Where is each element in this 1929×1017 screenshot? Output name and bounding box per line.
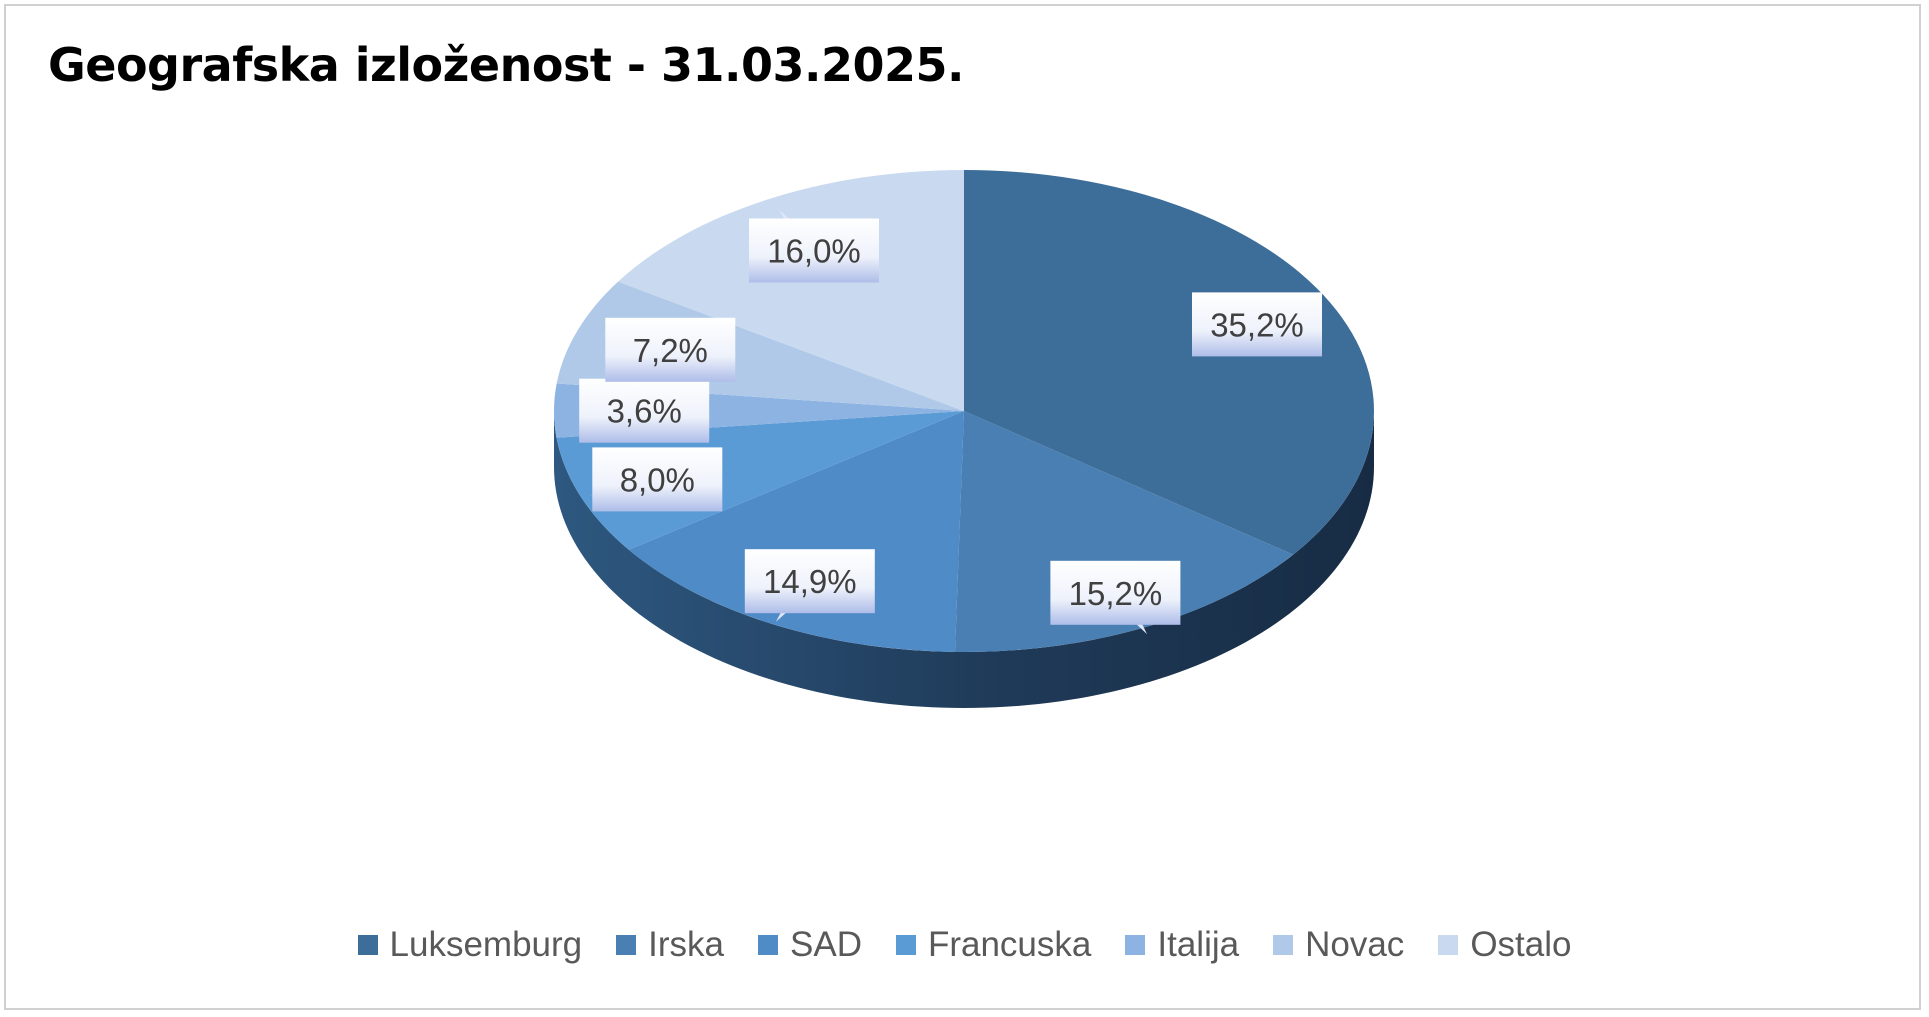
data-label-text: 16,0%	[767, 233, 861, 270]
legend-item-sad: SAD	[758, 925, 862, 965]
legend-item-francuska: Francuska	[895, 925, 1092, 965]
data-label-box	[1192, 292, 1322, 357]
legend-item-italija: Italija	[1125, 925, 1239, 965]
legend-item-novac: Novac	[1273, 925, 1404, 965]
data-label-novac: 7,2%	[602, 317, 736, 382]
pie-labels: 35,2% 15,2% 14,9% 8,0% 3,6% 7,2% 16,0%	[572, 210, 1322, 635]
legend-label: SAD	[790, 925, 862, 964]
data-label-sad: 14,9%	[744, 549, 875, 622]
data-label-text: 8,0%	[620, 461, 695, 498]
data-label-francuska: 8,0%	[590, 447, 723, 512]
data-label-text: 7,2%	[633, 332, 708, 369]
pie-slice-irska	[954, 411, 1294, 652]
legend-swatch	[616, 935, 637, 955]
legend-swatch	[758, 935, 778, 955]
data-label-text: 15,2%	[1069, 575, 1163, 612]
chart-title: Geografska izloženost - 31.03.2025.	[48, 38, 964, 92]
legend-label: Luksemburg	[389, 925, 583, 964]
legend-item-ostalo: Ostalo	[1438, 925, 1571, 965]
pie-side-wall	[554, 411, 1374, 708]
legend-item-luksemburg: Luksemburg	[357, 925, 583, 965]
data-label-luksemburg: 35,2%	[1192, 292, 1322, 357]
legend-label: Novac	[1305, 925, 1405, 964]
data-label-irska: 15,2%	[1050, 560, 1181, 635]
legend-label: Irska	[648, 925, 724, 964]
legend-label: Francuska	[927, 925, 1092, 964]
legend-label: Italija	[1157, 925, 1240, 964]
data-label-italija: 3,6%	[572, 378, 710, 443]
data-label-box	[579, 378, 710, 443]
legend-swatch	[1273, 935, 1294, 955]
pie-side	[554, 411, 1374, 708]
data-label-box	[749, 218, 879, 283]
legend-swatch	[895, 935, 916, 955]
legend-item-irska: Irska	[616, 925, 724, 965]
data-label-text: 3,6%	[607, 393, 682, 430]
pie-slice-francuska	[556, 411, 964, 550]
pie-slice-luksemburg	[964, 170, 1374, 555]
chart-legend: Luksemburg Irska SAD Francuska Italija Novac O…	[0, 925, 1929, 965]
data-label-box	[1050, 560, 1181, 625]
legend-swatch	[357, 935, 378, 955]
data-label-box	[744, 549, 875, 614]
data-label-ostalo: 16,0%	[749, 210, 879, 283]
legend-label: Ostalo	[1470, 925, 1572, 964]
data-label-text: 14,9%	[763, 563, 857, 600]
pie-slice-sad	[628, 411, 964, 652]
data-label-box	[592, 447, 723, 512]
legend-swatch	[1438, 935, 1459, 955]
legend-swatch	[1125, 935, 1146, 955]
data-label-text: 35,2%	[1210, 306, 1304, 343]
data-label-box	[605, 317, 736, 382]
